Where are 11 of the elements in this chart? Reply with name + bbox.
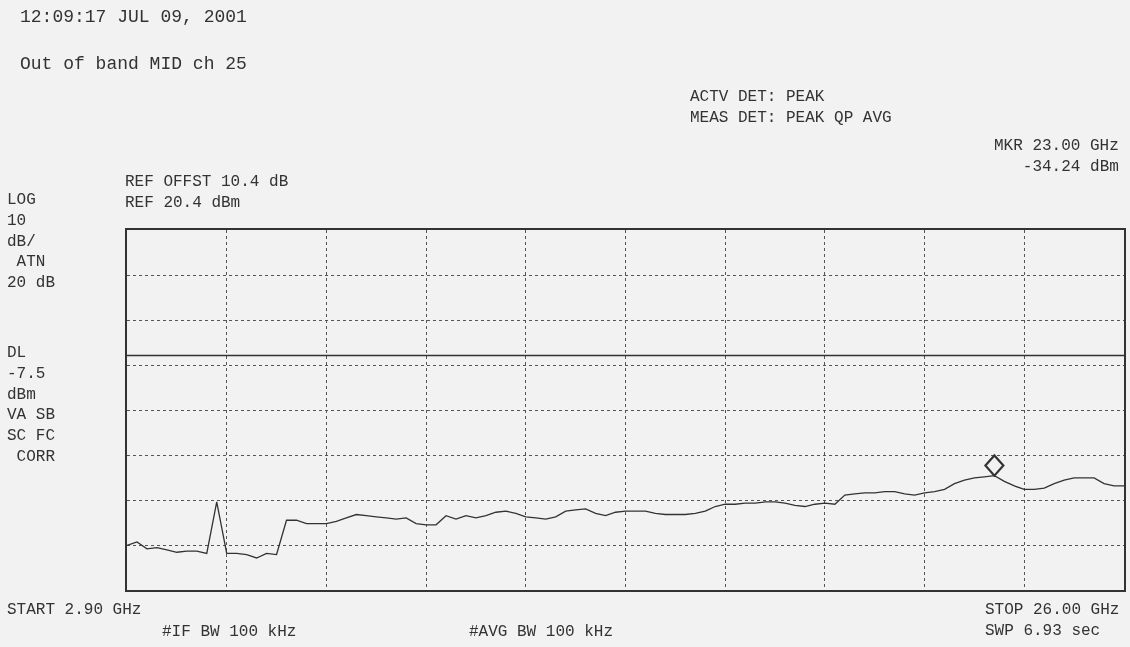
text: STOP 26.00 GHz SWP 6.93 sec	[985, 601, 1120, 640]
text: ACTV DET: PEAK MEAS DET: PEAK QP AVG	[690, 88, 892, 127]
text: DL -7.5 dBm VA SB SC FC CORR	[7, 344, 56, 466]
text: LOG 10 dB/ ATN 20 dB	[7, 191, 56, 293]
chart-title: 12:09:17 JUL 09, 2001	[20, 7, 247, 28]
chart-subtitle: Out of band MID ch 25	[20, 53, 247, 74]
text: #IF BW 100 kHz	[162, 623, 297, 641]
text: START 2.90 GHz	[7, 601, 142, 619]
text: MKR 23.00 GHz -34.24 dBm	[994, 137, 1119, 176]
text: REF OFFST 10.4 dB REF 20.4 dBm	[125, 173, 289, 212]
text: #AVG BW 100 kHz	[469, 623, 614, 641]
